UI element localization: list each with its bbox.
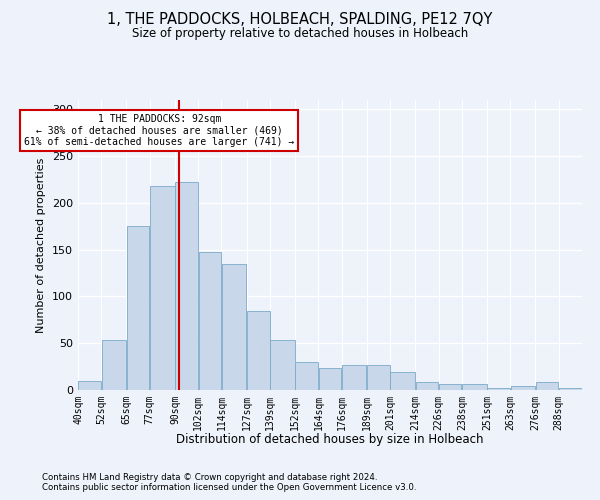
Text: Contains public sector information licensed under the Open Government Licence v3: Contains public sector information licen…	[42, 484, 416, 492]
Bar	[367, 364, 390, 390]
Bar	[175, 182, 198, 390]
Bar	[391, 372, 415, 390]
Bar	[270, 340, 295, 390]
Bar	[319, 368, 341, 390]
Bar	[511, 386, 535, 390]
Bar	[222, 264, 246, 390]
Bar	[150, 186, 175, 390]
Text: 1, THE PADDOCKS, HOLBEACH, SPALDING, PE12 7QY: 1, THE PADDOCKS, HOLBEACH, SPALDING, PE1…	[107, 12, 493, 28]
Bar	[127, 226, 149, 390]
Text: Size of property relative to detached houses in Holbeach: Size of property relative to detached ho…	[132, 28, 468, 40]
Text: 1 THE PADDOCKS: 92sqm
← 38% of detached houses are smaller (469)
61% of semi-det: 1 THE PADDOCKS: 92sqm ← 38% of detached …	[24, 114, 295, 147]
Bar	[439, 384, 461, 390]
Bar	[247, 312, 269, 390]
Bar	[295, 362, 318, 390]
Bar	[101, 340, 126, 390]
Bar	[79, 380, 101, 390]
Bar	[342, 364, 367, 390]
Bar	[559, 388, 581, 390]
Text: Contains HM Land Registry data © Crown copyright and database right 2024.: Contains HM Land Registry data © Crown c…	[42, 472, 377, 482]
Bar	[462, 384, 487, 390]
Bar	[199, 252, 221, 390]
Text: Distribution of detached houses by size in Holbeach: Distribution of detached houses by size …	[176, 432, 484, 446]
Bar	[536, 382, 559, 390]
Bar	[487, 388, 510, 390]
Bar	[416, 382, 438, 390]
Y-axis label: Number of detached properties: Number of detached properties	[37, 158, 46, 332]
